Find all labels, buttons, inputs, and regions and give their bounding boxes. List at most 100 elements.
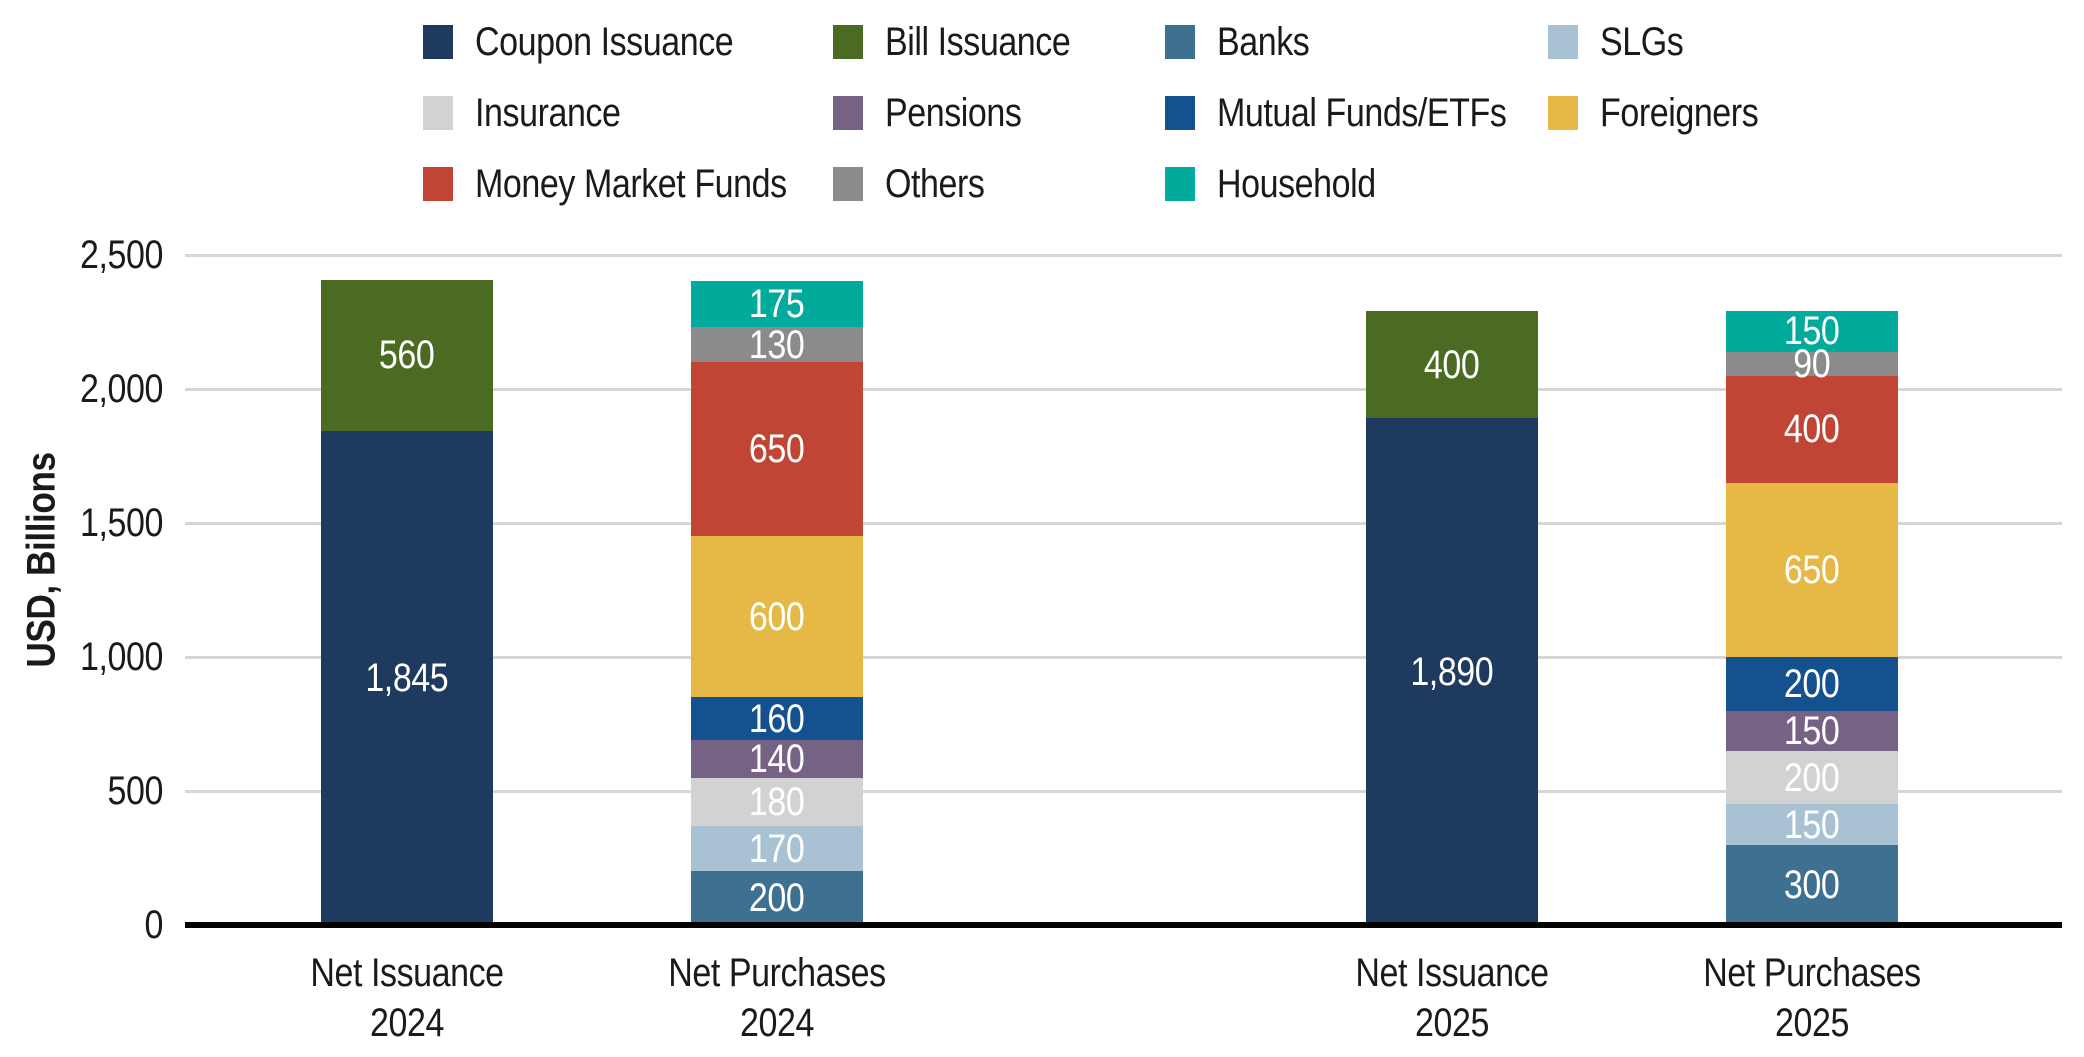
bar-segment-insurance: 180 [691,777,863,826]
category-line2: 2025 [1415,1001,1489,1045]
legend-swatch-icon [423,25,453,59]
gridline [185,388,2062,391]
legend-item-coupon-issuance: Coupon Issuance [423,22,779,62]
bar-value-label: 160 [749,696,805,741]
bar-segment-coupon-issuance: 1,890 [1366,418,1538,925]
bar-segment-insurance: 200 [1726,750,1898,805]
bar-value-label: 200 [749,876,805,921]
bar-segment-foreigners: 650 [1726,482,1898,658]
y-tick-label: 2,000 [80,367,163,411]
legend-swatch-icon [833,25,863,59]
bar-segment-bill-issuance: 560 [321,280,493,431]
bar-net-purchases-2025: 300 150 200 150 200 650 400 90 150 [1726,311,1898,925]
bar-segment-bill-issuance: 400 [1366,311,1538,419]
legend-item-label: Money Market Funds [475,162,787,206]
bar-segment-banks: 200 [691,871,863,925]
legend-item-label: Pensions [885,91,1022,135]
gridline [185,790,2062,793]
legend-item-household: Household [1165,164,1404,204]
y-tick-label: 1,000 [80,635,163,679]
legend-item-pensions: Pensions [833,93,1046,133]
bar-segment-slgs: 170 [691,825,863,872]
bar-segment-slgs: 150 [1726,802,1898,847]
bar-segment-mutual-funds-etfs: 160 [691,696,863,741]
bar-value-label: 150 [1784,708,1840,753]
bar-segment-money-market-funds: 650 [691,362,863,537]
x-category-label-net-issuance-2025: Net Issuance 2025 [1242,948,1662,1048]
bar-value-label: 180 [749,779,805,824]
bar-value-label: 150 [1784,802,1840,847]
y-tick-label: 2,500 [80,233,163,277]
legend-item-bill-issuance: Bill Issuance [833,22,1103,62]
legend-item-label: Foreigners [1600,91,1759,135]
bar-net-issuance-2025: 1,890 400 [1366,311,1538,925]
y-tick-label: 1,500 [80,501,163,545]
category-line1: Net Issuance [1355,951,1549,995]
gridline [185,522,2062,525]
legend-item-money-market-funds: Money Market Funds [423,164,842,204]
bar-value-label: 130 [749,322,805,367]
bar-value-label: 560 [379,333,435,378]
legend-item-label: Mutual Funds/ETFs [1217,91,1507,135]
category-line2: 2025 [1775,1001,1849,1045]
legend-swatch-icon [1165,96,1195,130]
legend-item-insurance: Insurance [423,93,646,133]
legend-item-label: SLGs [1600,20,1684,64]
bar-segment-mutual-funds-etfs: 200 [1726,657,1898,711]
category-line1: Net Issuance [310,951,504,995]
gridline [185,254,2062,257]
legend-item-slgs: SLGs [1548,22,1698,62]
bar-segment-coupon-issuance: 1,845 [321,430,493,925]
legend-item-label: Banks [1217,20,1310,64]
bar-value-label: 400 [1784,407,1840,452]
category-line2: 2024 [740,1001,814,1045]
legend-item-label: Others [885,162,985,206]
legend-swatch-icon [423,167,453,201]
bar-value-label: 650 [749,427,805,472]
bar-value-label: 400 [1424,342,1480,387]
bar-value-label: 650 [1784,547,1840,592]
legend-item-banks: Banks [1165,22,1326,62]
bar-segment-banks: 300 [1726,844,1898,925]
bar-segment-household: 150 [1726,309,1898,354]
bar-value-label: 170 [749,826,805,871]
bar-value-label: 600 [749,594,805,639]
bar-segment-pensions: 140 [691,736,863,781]
gridline [185,656,2062,659]
legend-item-label: Insurance [475,91,621,135]
bar-net-issuance-2024: 1,845 560 [321,280,493,925]
x-axis-baseline [185,922,2062,928]
bar-value-label: 175 [749,281,805,326]
bar-value-label: 90 [1793,341,1831,386]
legend-swatch-icon [833,96,863,130]
bar-value-label: 150 [1784,309,1840,354]
x-category-label-net-purchases-2024: Net Purchases 2024 [567,948,987,1048]
bar-net-purchases-2024: 200 170 180 140 160 600 650 130 175 [691,280,863,925]
category-line1: Net Purchases [1703,951,1921,995]
legend-item-label: Household [1217,162,1376,206]
legend-item-label: Coupon Issuance [475,20,734,64]
legend-swatch-icon [1548,96,1578,130]
bar-value-label: 300 [1784,862,1840,907]
y-tick-label: 500 [107,769,164,813]
legend-swatch-icon [833,167,863,201]
category-line1: Net Purchases [668,951,886,995]
bar-value-label: 200 [1784,661,1840,706]
bar-segment-foreigners: 600 [691,536,863,698]
bar-segment-household: 175 [691,280,863,328]
bar-value-label: 140 [749,736,805,781]
y-tick-label: 0 [144,903,164,947]
bar-value-label: 200 [1784,755,1840,800]
bar-segment-money-market-funds: 400 [1726,375,1898,483]
bar-segment-others: 90 [1726,344,1898,384]
legend-swatch-icon [1548,25,1578,59]
legend-item-foreigners: Foreigners [1548,93,1786,133]
legend-item-label: Bill Issuance [885,20,1071,64]
bar-value-label: 1,890 [1410,649,1494,694]
legend-item-others: Others [833,164,1002,204]
bar-value-label: 1,845 [365,655,449,700]
legend-item-mutual-funds-etfs: Mutual Funds/ETFs [1165,93,1558,133]
bar-segment-pensions: 150 [1726,708,1898,753]
legend-swatch-icon [1165,25,1195,59]
